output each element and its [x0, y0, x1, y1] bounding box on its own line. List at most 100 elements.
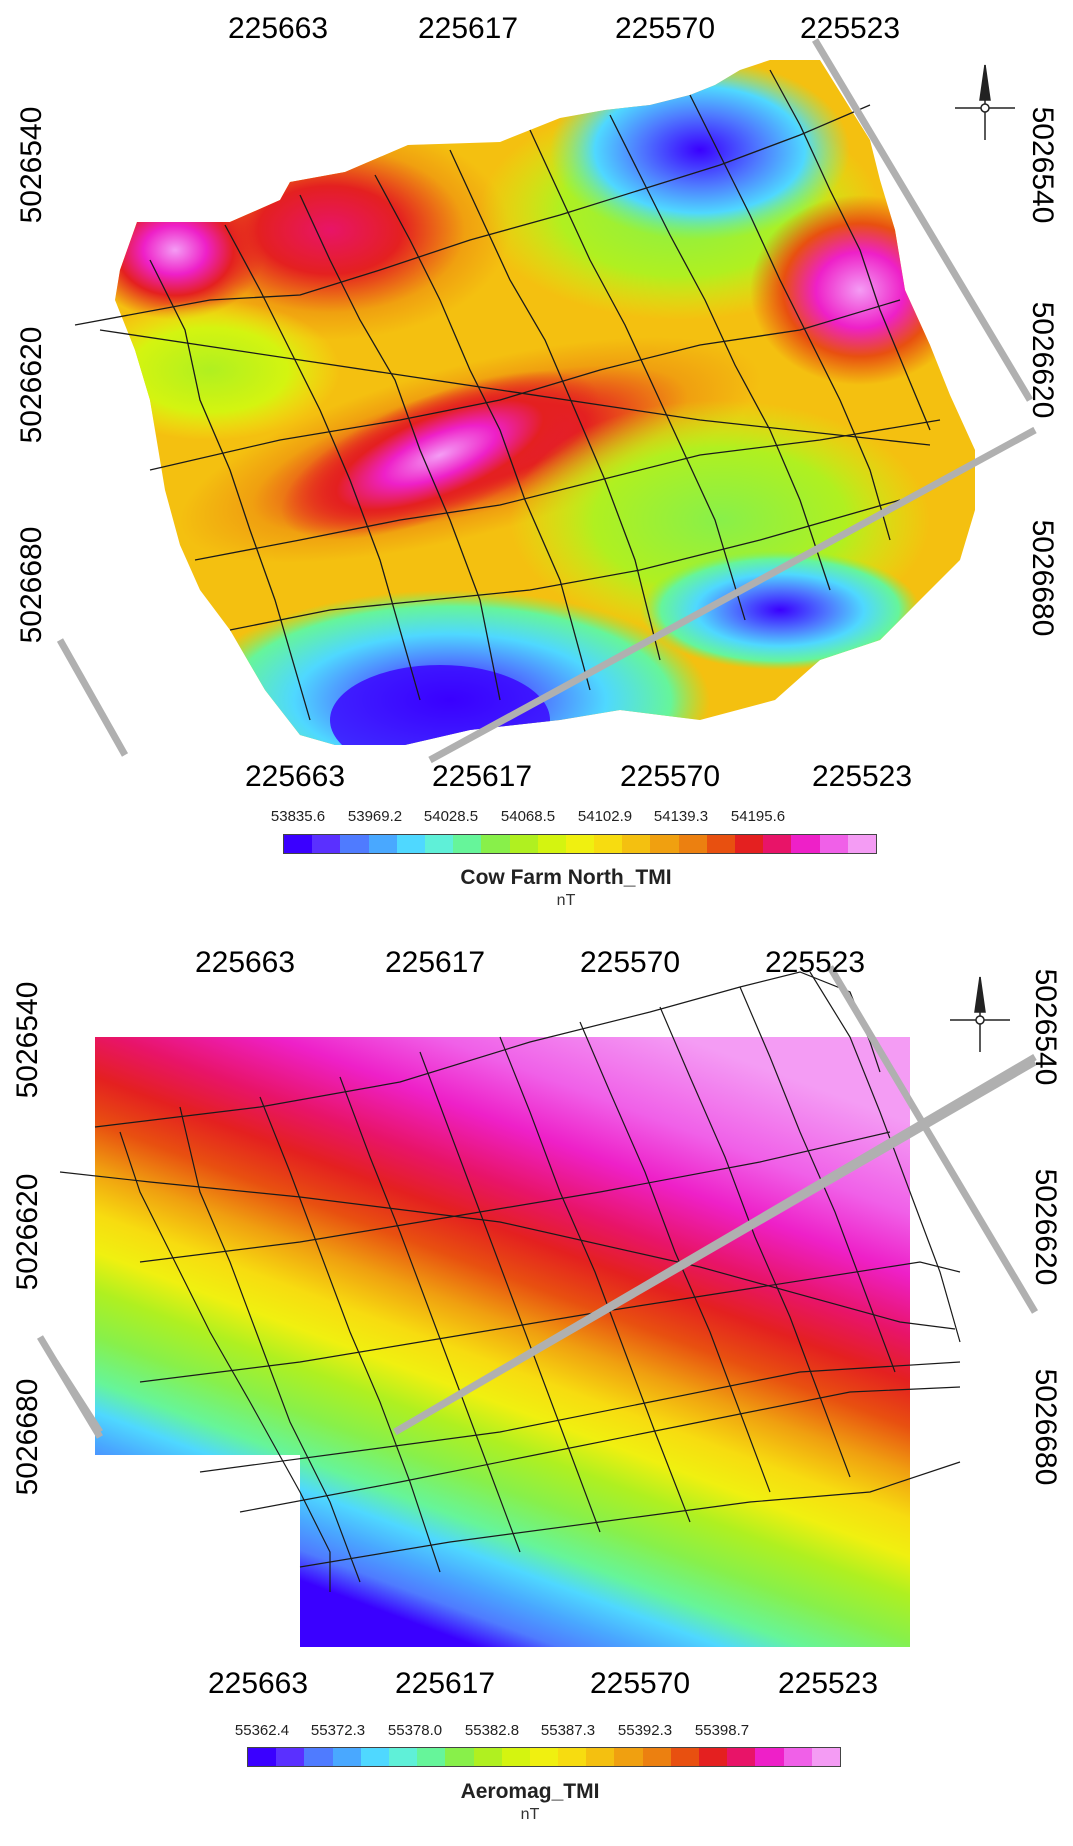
- colorbar-swatch: [501, 1748, 530, 1766]
- colorbar-swatch: [276, 1748, 305, 1766]
- legend-tick-6: 55392.3: [617, 1722, 673, 1739]
- colorbar-swatch: [332, 1748, 361, 1766]
- legend-tick-7: 54195.6: [730, 808, 786, 825]
- y-tick-left-1: 5026540: [11, 981, 44, 1099]
- colorbar-swatch: [284, 835, 313, 853]
- colorbar-swatch: [537, 835, 566, 853]
- north-arrow-icon: [950, 976, 1010, 1052]
- map-panel-aeromag: 225663 225617 225570 225523 225663 22561…: [0, 932, 1073, 1846]
- legend-unit: nT: [556, 892, 576, 909]
- legend-tick-2: 53969.2: [347, 808, 403, 825]
- y-tick-left-2: 5026620: [11, 1173, 44, 1291]
- colorbar-swatch: [396, 835, 425, 853]
- colorbar-swatch: [360, 1748, 389, 1766]
- colorbar-swatch: [473, 1748, 502, 1766]
- colorbar-swatch: [614, 1748, 643, 1766]
- legend-unit: nT: [520, 1806, 540, 1823]
- x-tick-bottom-4: 225523: [777, 1667, 879, 1700]
- legend-tick-1: 55362.4: [234, 1722, 290, 1739]
- legend-tick-5: 54102.9: [577, 808, 633, 825]
- y-tick-left-3: 5026680: [15, 526, 48, 644]
- y-tick-right-3: 5026680: [1026, 519, 1059, 637]
- x-tick-top-4: 225523: [799, 12, 901, 45]
- legend-tick-3: 54028.5: [423, 808, 479, 825]
- y-tick-right-3: 5026680: [1029, 1368, 1062, 1486]
- colorbar-swatch: [727, 1748, 756, 1766]
- y-tick-right-1: 5026540: [1029, 968, 1062, 1086]
- colorbar-swatch: [755, 1748, 784, 1766]
- colorbar-swatch: [594, 835, 623, 853]
- legend-tick-7: 55398.7: [694, 1722, 750, 1739]
- colorbar-swatch: [650, 835, 679, 853]
- colorbar-swatch: [417, 1748, 446, 1766]
- y-tick-left-2: 5026620: [15, 326, 48, 444]
- x-tick-bottom-2: 225617: [431, 760, 533, 793]
- colorbar-swatch: [763, 835, 792, 853]
- colorbar-swatch: [558, 1748, 587, 1766]
- colorbar-swatch: [340, 835, 369, 853]
- colorbar-swatch: [642, 1748, 671, 1766]
- x-tick-top-4: 225523: [764, 946, 866, 979]
- survey-lines: [59, 971, 961, 1592]
- y-tick-right-1: 5026540: [1026, 106, 1059, 224]
- colorbar-swatch: [248, 1748, 277, 1766]
- x-tick-top-3: 225570: [579, 946, 681, 979]
- colorbar-swatch: [735, 835, 764, 853]
- x-tick-top-2: 225617: [384, 946, 486, 979]
- y-tick-right-2: 5026620: [1029, 1168, 1062, 1286]
- colorbar-swatch: [819, 835, 848, 853]
- colorbar-swatch: [565, 835, 595, 853]
- survey-lines: [74, 69, 941, 721]
- colorbar-swatch: [791, 835, 820, 853]
- colorbar-swatch: [670, 1748, 699, 1766]
- boundary-lines: [56, 38, 1037, 764]
- x-tick-top-3: 225570: [614, 12, 716, 45]
- x-tick-bottom-1: 225663: [207, 1667, 309, 1700]
- colorbar-swatch: [529, 1748, 559, 1766]
- colorbar-swatch: [312, 835, 341, 853]
- colorbar-swatch: [445, 1748, 474, 1766]
- x-tick-top-2: 225617: [417, 12, 519, 45]
- legend-colorbar: [283, 834, 877, 854]
- y-tick-right-2: 5026620: [1026, 301, 1059, 419]
- north-arrow-icon: [955, 64, 1015, 140]
- legend-title: Aeromag_TMI: [460, 1780, 600, 1803]
- colorbar-swatch: [706, 835, 735, 853]
- legend-colorbar: [247, 1747, 841, 1767]
- legend-tick-3: 55378.0: [387, 1722, 443, 1739]
- legend-title: Cow Farm North_TMI: [460, 866, 672, 889]
- colorbar-swatch: [509, 835, 538, 853]
- x-tick-top-1: 225663: [194, 946, 296, 979]
- colorbar-swatch: [424, 835, 454, 853]
- tmi-raster: [115, 60, 975, 745]
- colorbar-swatch: [481, 835, 510, 853]
- x-tick-bottom-1: 225663: [244, 760, 346, 793]
- colorbar-swatch: [847, 835, 876, 853]
- legend-tick-4: 55382.8: [464, 1722, 520, 1739]
- x-tick-bottom-2: 225617: [394, 1667, 496, 1700]
- legend-tick-5: 55387.3: [540, 1722, 596, 1739]
- x-tick-top-1: 225663: [227, 12, 329, 45]
- colorbar-swatch: [678, 835, 707, 853]
- colorbar-swatch: [699, 1748, 728, 1766]
- boundary-lines-lower: [36, 1058, 1037, 1439]
- colorbar-swatch: [304, 1748, 333, 1766]
- map-panel-cow-farm-north: 225663 225617 225570 225523 225663 22561…: [0, 0, 1073, 914]
- x-tick-bottom-3: 225570: [619, 760, 721, 793]
- x-tick-bottom-4: 225523: [811, 760, 913, 793]
- tmi-map-cow-farm-north: [56, 38, 1037, 764]
- colorbar-swatch: [368, 835, 397, 853]
- legend-tick-1: 53835.6: [270, 808, 326, 825]
- x-tick-bottom-3: 225570: [589, 1667, 691, 1700]
- tmi-map-aeromag: [36, 965, 1039, 1647]
- colorbar-swatch: [586, 1748, 615, 1766]
- legend-tick-4: 54068.5: [500, 808, 556, 825]
- legend-tick-2: 55372.3: [310, 1722, 366, 1739]
- legend-tick-6: 54139.3: [653, 808, 709, 825]
- colorbar-swatch: [622, 835, 651, 853]
- colorbar-swatch: [388, 1748, 418, 1766]
- colorbar-swatch: [453, 835, 482, 853]
- y-tick-left-3: 5026680: [11, 1378, 44, 1496]
- y-tick-left-1: 5026540: [15, 106, 48, 224]
- tmi-raster: [95, 1037, 910, 1647]
